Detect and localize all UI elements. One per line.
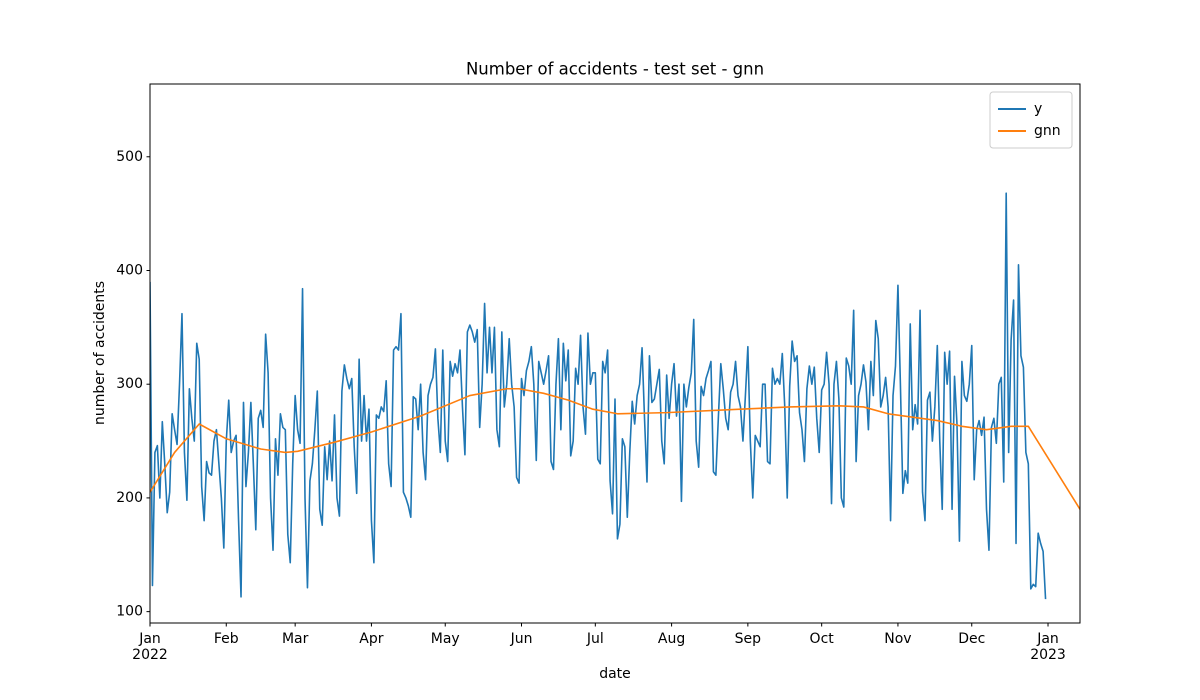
legend: y gnn [989,91,1073,149]
y-tick-label: 200 [116,490,143,506]
legend-box [989,91,1073,149]
x-tick-label: Nov [884,631,911,647]
series-line [150,387,1080,510]
x-tick-label: Sep [735,631,762,647]
plot-area [150,192,1080,600]
y-tick-label: 400 [116,262,143,278]
y-tick-label: 300 [116,376,143,392]
chart-title: Number of accidents - test set - gnn [466,60,764,79]
x-axis-label: date [599,666,631,682]
x-tick-label: Dec [958,631,985,647]
y-tick-label: 100 [116,604,143,620]
x-tick-label: Oct [810,631,835,647]
x-tick-label: Mar [282,631,309,647]
x-tick-label: Jul [586,631,604,647]
y-axis-label: number of accidents [92,281,108,425]
axes-frame [149,83,1081,624]
legend-label: y [1034,101,1042,117]
x-tick-label: Jan 2022 [132,631,168,663]
x-tick-label: Jun [510,631,533,647]
series-line [150,192,1047,600]
x-tick-label: Aug [658,631,685,647]
x-tick-label: Apr [359,631,383,647]
x-tick-label: Feb [214,631,239,647]
x-tick-label: May [431,631,460,647]
x-tick-label: Jan 2023 [1030,631,1066,663]
legend-label: gnn [1034,123,1061,139]
y-tick-label: 500 [116,149,143,165]
